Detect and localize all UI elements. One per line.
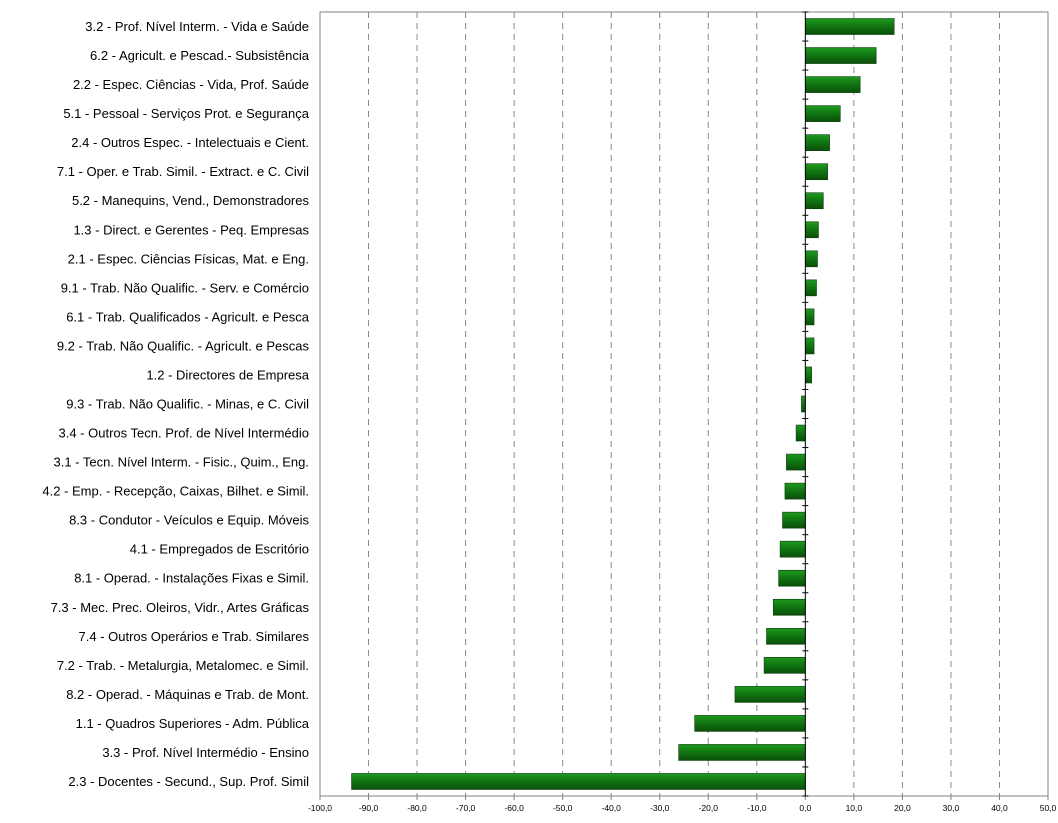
category-label: 7.4 - Outros Operários e Trab. Similares xyxy=(79,629,310,644)
bar xyxy=(805,18,895,35)
x-tick-label: 40,0 xyxy=(991,803,1008,813)
category-label: 9.2 - Trab. Não Qualific. - Agricult. e … xyxy=(57,338,310,353)
bar xyxy=(801,395,806,413)
x-tick-label: 0,0 xyxy=(799,803,811,813)
bar xyxy=(805,221,819,239)
category-label: 3.1 - Tecn. Nível Interm. - Fisic., Quim… xyxy=(54,455,310,470)
category-label: 2.1 - Espec. Ciências Físicas, Mat. e En… xyxy=(68,251,309,266)
category-label: 7.1 - Oper. e Trab. Simil. - Extract. e … xyxy=(57,164,309,179)
category-label: 7.3 - Mec. Prec. Oleiros, Vidr., Artes G… xyxy=(51,600,310,615)
category-label: 3.3 - Prof. Nível Intermédio - Ensino xyxy=(102,745,309,760)
bar xyxy=(784,482,806,500)
category-label: 8.3 - Condutor - Veículos e Equip. Móvei… xyxy=(69,513,309,528)
bar xyxy=(763,657,806,674)
x-tick-label: -30,0 xyxy=(650,803,670,813)
bar xyxy=(805,105,841,122)
zero-axis xyxy=(802,11,809,797)
grid-lines xyxy=(319,12,1049,800)
bar xyxy=(766,627,806,645)
x-tick-label: -40,0 xyxy=(602,803,622,813)
category-label: 5.2 - Manequins, Vend., Demonstradores xyxy=(72,193,310,208)
x-tick-label: -90,0 xyxy=(359,803,379,813)
bar xyxy=(805,337,815,355)
x-tick-label: -80,0 xyxy=(407,803,427,813)
category-label: 6.2 - Agricult. e Pescad.- Subsistência xyxy=(90,48,310,63)
bar xyxy=(805,163,828,181)
bar xyxy=(805,134,830,151)
plot-area xyxy=(319,11,1049,797)
x-tick-label: -60,0 xyxy=(504,803,524,813)
bar xyxy=(805,366,812,384)
category-label: 4.2 - Emp. - Recepção, Caixas, Bilhet. e… xyxy=(42,484,309,499)
x-tick-label: -100,0 xyxy=(308,803,332,813)
x-tick-label: -10,0 xyxy=(747,803,767,813)
x-tick-label: 50,0 xyxy=(1040,803,1057,813)
bar xyxy=(782,511,806,529)
bar xyxy=(805,192,824,210)
category-label: 9.3 - Trab. Não Qualific. - Minas, e C. … xyxy=(66,397,309,412)
bar xyxy=(351,773,806,790)
category-label: 4.1 - Empregados de Escritório xyxy=(130,542,309,557)
bar xyxy=(678,744,806,761)
bar xyxy=(778,569,806,587)
category-label: 9.1 - Trab. Não Qualific. - Serv. e Comé… xyxy=(61,280,309,295)
bar xyxy=(779,540,806,558)
x-tick-label: -70,0 xyxy=(456,803,476,813)
category-label: 3.4 - Outros Tecn. Prof. de Nível Interm… xyxy=(59,426,310,441)
x-tick-label: 30,0 xyxy=(943,803,960,813)
bar xyxy=(805,308,815,326)
category-labels: 3.2 - Prof. Nível Interm. - Vida e Saúde… xyxy=(42,19,309,789)
category-label: 3.2 - Prof. Nível Interm. - Vida e Saúde xyxy=(85,19,309,34)
category-label: 2.4 - Outros Espec. - Intelectuais e Cie… xyxy=(71,135,309,150)
x-tick-label: -50,0 xyxy=(553,803,573,813)
category-label: 1.2 - Directores de Empresa xyxy=(146,367,309,382)
category-label: 6.1 - Trab. Qualificados - Agricult. e P… xyxy=(66,309,310,324)
category-label: 1.1 - Quadros Superiores - Adm. Pública xyxy=(76,716,310,731)
x-tick-label: 10,0 xyxy=(846,803,863,813)
category-label: 7.2 - Trab. - Metalurgia, Metalomec. e S… xyxy=(57,658,309,673)
x-tick-label: 20,0 xyxy=(894,803,911,813)
bar xyxy=(734,686,806,703)
bar xyxy=(805,279,817,297)
category-label: 1.3 - Direct. e Gerentes - Peq. Empresas xyxy=(73,222,309,237)
bar xyxy=(795,424,806,442)
category-label: 2.2 - Espec. Ciências - Vida, Prof. Saúd… xyxy=(73,77,309,92)
bar xyxy=(694,715,806,732)
bar xyxy=(773,598,806,616)
bar xyxy=(786,453,806,471)
x-tick-label: -20,0 xyxy=(699,803,719,813)
category-label: 5.1 - Pessoal - Serviços Prot. e Seguran… xyxy=(63,106,309,121)
bars xyxy=(351,18,895,790)
bar xyxy=(805,47,877,64)
category-label: 8.1 - Operad. - Instalações Fixas e Simi… xyxy=(74,571,309,586)
bar xyxy=(805,76,861,93)
x-tick-labels: -100,0 -90,0 -80,0 -70,0 -60,0 -50,0 -40,0 -30,… xyxy=(308,803,1057,813)
bar xyxy=(805,250,818,268)
category-label: 8.2 - Operad. - Máquinas e Trab. de Mont… xyxy=(66,687,309,702)
category-label: 2.3 - Docentes - Secund., Sup. Prof. Sim… xyxy=(68,774,309,789)
